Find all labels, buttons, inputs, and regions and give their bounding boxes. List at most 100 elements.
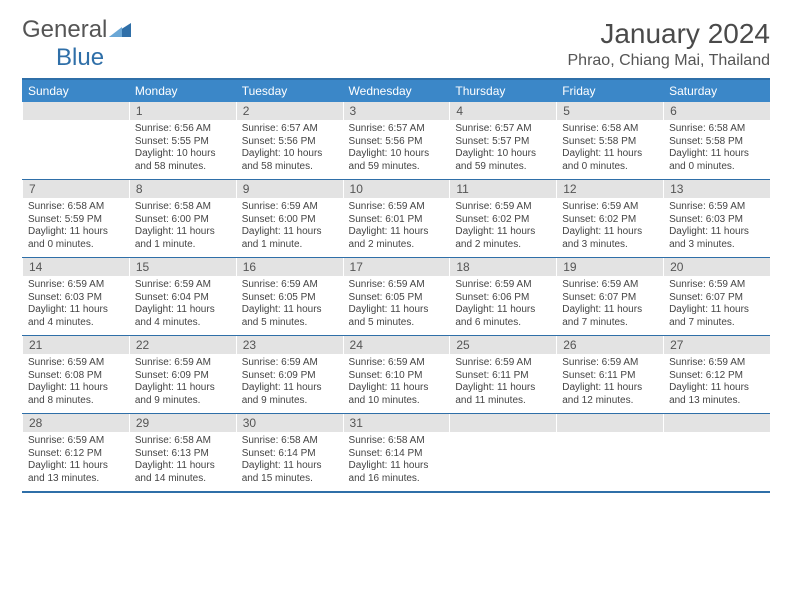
day-number: 24: [343, 336, 450, 354]
calendar-day-cell: 29Sunrise: 6:58 AMSunset: 6:13 PMDayligh…: [129, 414, 236, 493]
daylight-text: Daylight: 11 hours and 2 minutes.: [455, 226, 550, 251]
day-body: Sunrise: 6:58 AMSunset: 6:13 PMDaylight:…: [129, 432, 236, 491]
daylight-text: Daylight: 11 hours and 6 minutes.: [455, 304, 550, 329]
daylight-text: Daylight: 11 hours and 0 minutes.: [28, 226, 123, 251]
sunset-text: Sunset: 6:02 PM: [455, 214, 550, 227]
brand-triangle-icon: [109, 18, 131, 42]
location: Phrao, Chiang Mai, Thailand: [568, 52, 771, 70]
sunset-text: Sunset: 6:12 PM: [28, 448, 123, 461]
calendar-day-cell: 14Sunrise: 6:59 AMSunset: 6:03 PMDayligh…: [22, 258, 129, 336]
sunrise-text: Sunrise: 6:58 AM: [135, 435, 230, 448]
sunrise-text: Sunrise: 6:59 AM: [562, 357, 657, 370]
daylight-text: Daylight: 11 hours and 0 minutes.: [669, 148, 764, 173]
calendar-day-cell: 6Sunrise: 6:58 AMSunset: 5:58 PMDaylight…: [663, 102, 770, 180]
day-body: Sunrise: 6:59 AMSunset: 6:06 PMDaylight:…: [449, 276, 556, 335]
daylight-text: Daylight: 11 hours and 12 minutes.: [562, 382, 657, 407]
calendar-day-cell: 26Sunrise: 6:59 AMSunset: 6:11 PMDayligh…: [556, 336, 663, 414]
daylight-text: Daylight: 11 hours and 13 minutes.: [28, 460, 123, 485]
day-number: 14: [22, 258, 129, 276]
calendar-day-cell: 5Sunrise: 6:58 AMSunset: 5:58 PMDaylight…: [556, 102, 663, 180]
day-body: [556, 432, 663, 486]
calendar-day-cell: [663, 414, 770, 493]
sunrise-text: Sunrise: 6:59 AM: [562, 279, 657, 292]
day-number: 6: [663, 102, 770, 120]
sunrise-text: Sunrise: 6:59 AM: [349, 201, 444, 214]
daylight-text: Daylight: 11 hours and 4 minutes.: [28, 304, 123, 329]
day-number: 3: [343, 102, 450, 120]
calendar-day-cell: 24Sunrise: 6:59 AMSunset: 6:10 PMDayligh…: [343, 336, 450, 414]
calendar-day-cell: 27Sunrise: 6:59 AMSunset: 6:12 PMDayligh…: [663, 336, 770, 414]
weekday-header: Tuesday: [236, 79, 343, 102]
calendar-day-cell: [449, 414, 556, 493]
sunset-text: Sunset: 6:09 PM: [135, 370, 230, 383]
daylight-text: Daylight: 11 hours and 4 minutes.: [135, 304, 230, 329]
day-body: Sunrise: 6:59 AMSunset: 6:10 PMDaylight:…: [343, 354, 450, 413]
calendar-day-cell: 19Sunrise: 6:59 AMSunset: 6:07 PMDayligh…: [556, 258, 663, 336]
calendar-day-cell: 22Sunrise: 6:59 AMSunset: 6:09 PMDayligh…: [129, 336, 236, 414]
page-title: January 2024: [568, 18, 771, 50]
sunset-text: Sunset: 6:09 PM: [242, 370, 337, 383]
calendar-day-cell: 8Sunrise: 6:58 AMSunset: 6:00 PMDaylight…: [129, 180, 236, 258]
day-number: 12: [556, 180, 663, 198]
sunset-text: Sunset: 6:05 PM: [242, 292, 337, 305]
day-body: Sunrise: 6:59 AMSunset: 6:11 PMDaylight:…: [556, 354, 663, 413]
sunset-text: Sunset: 6:07 PM: [669, 292, 764, 305]
day-number: 28: [22, 414, 129, 432]
day-number: 8: [129, 180, 236, 198]
day-body: Sunrise: 6:59 AMSunset: 6:12 PMDaylight:…: [663, 354, 770, 413]
sunrise-text: Sunrise: 6:57 AM: [349, 123, 444, 136]
daylight-text: Daylight: 10 hours and 58 minutes.: [135, 148, 230, 173]
weekday-header: Saturday: [663, 79, 770, 102]
daylight-text: Daylight: 11 hours and 7 minutes.: [562, 304, 657, 329]
day-body: Sunrise: 6:59 AMSunset: 6:02 PMDaylight:…: [449, 198, 556, 257]
sunset-text: Sunset: 6:00 PM: [242, 214, 337, 227]
weekday-header: Wednesday: [343, 79, 450, 102]
day-number: 27: [663, 336, 770, 354]
day-body: Sunrise: 6:56 AMSunset: 5:55 PMDaylight:…: [129, 120, 236, 179]
day-number: 29: [129, 414, 236, 432]
calendar-day-cell: 3Sunrise: 6:57 AMSunset: 5:56 PMDaylight…: [343, 102, 450, 180]
sunset-text: Sunset: 6:03 PM: [28, 292, 123, 305]
calendar-day-cell: 15Sunrise: 6:59 AMSunset: 6:04 PMDayligh…: [129, 258, 236, 336]
day-body: Sunrise: 6:59 AMSunset: 6:07 PMDaylight:…: [556, 276, 663, 335]
sunrise-text: Sunrise: 6:59 AM: [669, 279, 764, 292]
day-body: Sunrise: 6:59 AMSunset: 6:08 PMDaylight:…: [22, 354, 129, 413]
day-number: 11: [449, 180, 556, 198]
calendar-day-cell: 7Sunrise: 6:58 AMSunset: 5:59 PMDaylight…: [22, 180, 129, 258]
day-number: 2: [236, 102, 343, 120]
day-number: 10: [343, 180, 450, 198]
day-number: [449, 414, 556, 432]
sunrise-text: Sunrise: 6:59 AM: [28, 357, 123, 370]
day-body: Sunrise: 6:57 AMSunset: 5:57 PMDaylight:…: [449, 120, 556, 179]
daylight-text: Daylight: 11 hours and 8 minutes.: [28, 382, 123, 407]
calendar-day-cell: 10Sunrise: 6:59 AMSunset: 6:01 PMDayligh…: [343, 180, 450, 258]
brand-logo: GeneralBlue: [22, 18, 131, 70]
daylight-text: Daylight: 11 hours and 2 minutes.: [349, 226, 444, 251]
day-number: 16: [236, 258, 343, 276]
sunset-text: Sunset: 5:57 PM: [455, 136, 550, 149]
day-number: 1: [129, 102, 236, 120]
weekday-header: Thursday: [449, 79, 556, 102]
day-body: Sunrise: 6:59 AMSunset: 6:02 PMDaylight:…: [556, 198, 663, 257]
day-body: Sunrise: 6:58 AMSunset: 6:14 PMDaylight:…: [343, 432, 450, 491]
day-body: Sunrise: 6:59 AMSunset: 6:11 PMDaylight:…: [449, 354, 556, 413]
sunrise-text: Sunrise: 6:59 AM: [28, 435, 123, 448]
calendar-day-cell: 9Sunrise: 6:59 AMSunset: 6:00 PMDaylight…: [236, 180, 343, 258]
day-body: Sunrise: 6:57 AMSunset: 5:56 PMDaylight:…: [343, 120, 450, 179]
sunset-text: Sunset: 6:06 PM: [455, 292, 550, 305]
day-number: 23: [236, 336, 343, 354]
daylight-text: Daylight: 11 hours and 0 minutes.: [562, 148, 657, 173]
sunrise-text: Sunrise: 6:58 AM: [242, 435, 337, 448]
day-number: 19: [556, 258, 663, 276]
sunset-text: Sunset: 6:00 PM: [135, 214, 230, 227]
sunset-text: Sunset: 6:14 PM: [349, 448, 444, 461]
sunrise-text: Sunrise: 6:58 AM: [669, 123, 764, 136]
calendar-day-cell: 23Sunrise: 6:59 AMSunset: 6:09 PMDayligh…: [236, 336, 343, 414]
day-number: 20: [663, 258, 770, 276]
day-number: 18: [449, 258, 556, 276]
sunset-text: Sunset: 6:03 PM: [669, 214, 764, 227]
day-number: 31: [343, 414, 450, 432]
sunset-text: Sunset: 6:13 PM: [135, 448, 230, 461]
day-body: Sunrise: 6:59 AMSunset: 6:05 PMDaylight:…: [343, 276, 450, 335]
sunrise-text: Sunrise: 6:59 AM: [562, 201, 657, 214]
